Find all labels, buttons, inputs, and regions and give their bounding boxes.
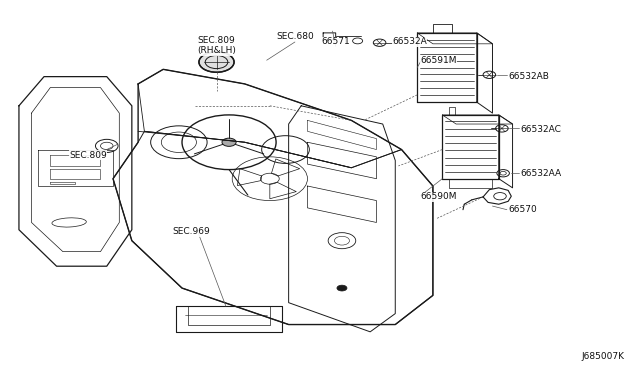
Circle shape xyxy=(199,52,234,72)
Text: 66570: 66570 xyxy=(508,205,537,214)
Text: SEC.969: SEC.969 xyxy=(173,227,211,236)
Text: J685007K: J685007K xyxy=(581,352,624,361)
Text: 66532AC: 66532AC xyxy=(521,125,561,134)
Text: 66532A: 66532A xyxy=(392,38,427,46)
Text: 66532AA: 66532AA xyxy=(521,169,562,178)
Text: SEC.680: SEC.680 xyxy=(276,32,314,41)
Text: 66532AB: 66532AB xyxy=(508,72,549,81)
Circle shape xyxy=(337,285,347,291)
Circle shape xyxy=(222,138,236,146)
Text: 66590M: 66590M xyxy=(420,192,457,201)
Text: SEC.809: SEC.809 xyxy=(69,151,107,160)
Text: SEC.809
(RH&LH): SEC.809 (RH&LH) xyxy=(197,36,236,55)
Text: 66591M: 66591M xyxy=(420,56,457,65)
Text: 66571: 66571 xyxy=(321,38,350,46)
